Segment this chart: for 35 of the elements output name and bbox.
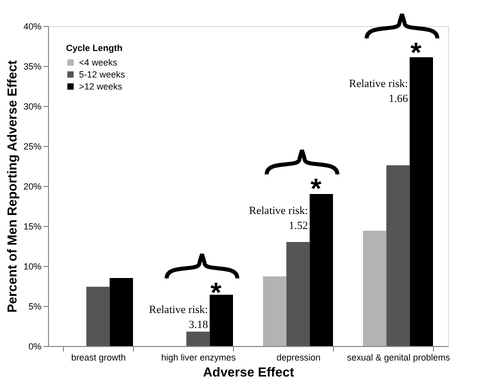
y-tick-label: 20% bbox=[23, 182, 42, 192]
x-tick-label: sexual & genital problems bbox=[346, 352, 451, 362]
legend-title: Cycle Length bbox=[66, 43, 123, 53]
y-tick-label: 40% bbox=[23, 22, 42, 32]
bar bbox=[410, 57, 433, 346]
bar bbox=[263, 276, 286, 346]
legend-label: 5-12 weeks bbox=[79, 70, 126, 80]
bar bbox=[363, 230, 386, 346]
annotation: Relative risk: 1.66 bbox=[349, 78, 408, 105]
y-tick-label: 35% bbox=[23, 62, 42, 72]
y-tick-label: 25% bbox=[23, 142, 42, 152]
annotation: * bbox=[410, 37, 422, 68]
y-tick-label: 10% bbox=[23, 262, 42, 272]
bar bbox=[310, 194, 333, 346]
bar bbox=[386, 165, 410, 346]
legend-label: >12 weeks bbox=[79, 82, 123, 92]
annotation: Relative risk: 3.18 bbox=[149, 304, 208, 331]
y-tick-label: 5% bbox=[28, 302, 42, 312]
y-axis-title: Percent of Men Reporting Adverse Effect bbox=[4, 60, 20, 313]
annotation: Relative risk: 1.52 bbox=[249, 205, 308, 232]
annotation: * bbox=[310, 173, 322, 204]
bar bbox=[86, 286, 110, 346]
y-tick-label: 0% bbox=[28, 342, 42, 352]
annotation: * bbox=[210, 277, 222, 308]
bar bbox=[110, 278, 133, 346]
legend-label: <4 weeks bbox=[79, 58, 118, 68]
bar bbox=[186, 332, 210, 346]
y-tick-label: 30% bbox=[23, 102, 42, 112]
bar bbox=[210, 294, 233, 346]
y-tick-label: 15% bbox=[23, 222, 42, 232]
x-axis-title: Adverse Effect bbox=[202, 364, 295, 380]
x-tick-label: depression bbox=[276, 352, 321, 362]
bar bbox=[286, 242, 310, 346]
x-tick-label: breast growth bbox=[71, 352, 126, 362]
x-tick-label: high liver enzymes bbox=[161, 352, 236, 362]
